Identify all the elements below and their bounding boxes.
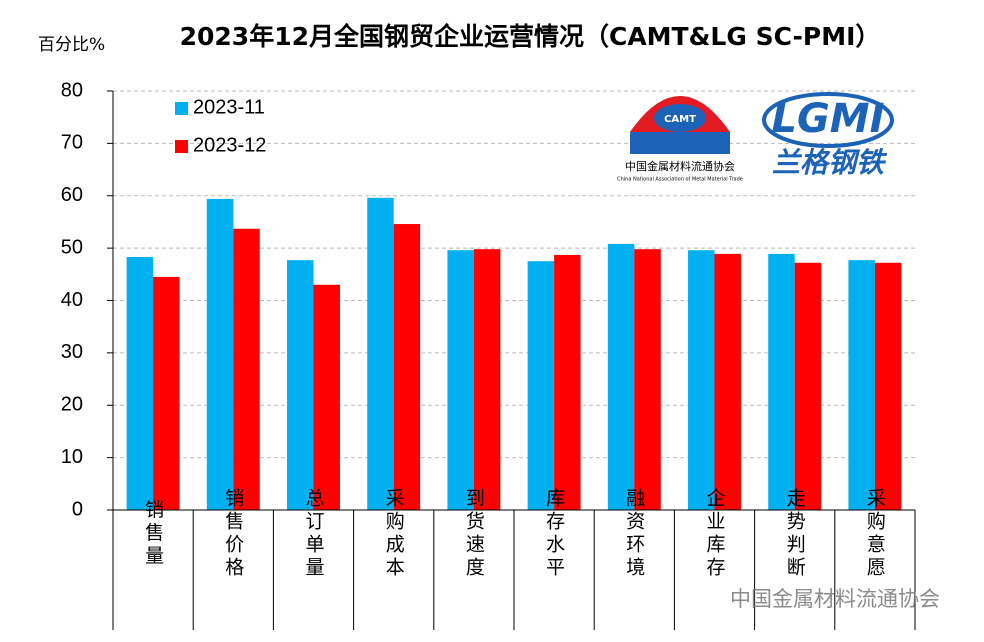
x-tick-label: 走势判断 [784,488,806,580]
logo-text: LGMI [771,96,884,142]
x-tick-label: 库存水平 [543,488,565,580]
x-tick-label: 企业库存 [704,488,726,580]
legend-label: 2023-11 [193,96,265,118]
logo-text: CAMT [664,114,696,125]
x-tick-label: 到货速度 [463,488,485,580]
bar [634,249,661,511]
bar [367,197,394,510]
bar [233,228,260,510]
y-tick-label: 30 [61,341,83,363]
bar [714,253,741,511]
watermark: 中国金属材料流通协会 [730,587,940,611]
logo-text: 中国金属材料流通协会 [625,159,735,173]
bar [393,224,421,510]
logo-shape [762,92,894,148]
y-tick-label: 60 [61,184,83,206]
legend-swatch [175,140,188,153]
bar [206,198,234,510]
bar [874,262,902,510]
lg-logo: LGMI 兰格钢铁 [762,92,894,179]
y-tick-label: 50 [61,236,83,258]
logo-text: 兰格钢铁 [772,146,888,179]
camt-logo: CAMT 中国金属材料流通协会 China National Associati… [617,96,743,183]
bar [554,254,581,510]
legend-swatch [175,102,188,115]
x-tick-label: 采购成本 [383,488,405,580]
x-tick-label: 总订单量 [303,488,325,580]
bar [447,250,474,510]
bar [848,260,875,510]
bar [768,253,795,511]
x-tick-label: 融资环境 [623,488,645,580]
x-tick-label: 销售量 [142,499,164,568]
y-tick-label: 80 [61,79,83,101]
bar [287,260,314,510]
bar [313,284,340,510]
bar [688,250,715,510]
bar [473,249,501,511]
y-tick-label: 10 [61,446,83,468]
y-axis-label: 百分比% [38,35,105,55]
bar [527,261,555,510]
y-tick-label: 20 [61,394,83,416]
logo-shape [630,132,730,154]
chart-title: 2023年12月全国钢贸企业运营情况（CAMT&LG SC-PMI） [180,22,881,51]
bar [126,257,154,510]
bar [794,262,822,510]
logo-text: China National Association of Metal Mate… [617,177,743,183]
legend-label: 2023-12 [193,134,266,156]
y-tick-label: 0 [72,498,83,520]
x-tick-label: 销售价格 [222,488,244,580]
bar [153,276,180,510]
y-tick-label: 40 [61,289,83,311]
logo-shape [654,104,706,132]
y-tick-label: 70 [61,132,83,154]
x-tick-label: 采购意愿 [864,488,886,580]
bar [607,243,635,510]
